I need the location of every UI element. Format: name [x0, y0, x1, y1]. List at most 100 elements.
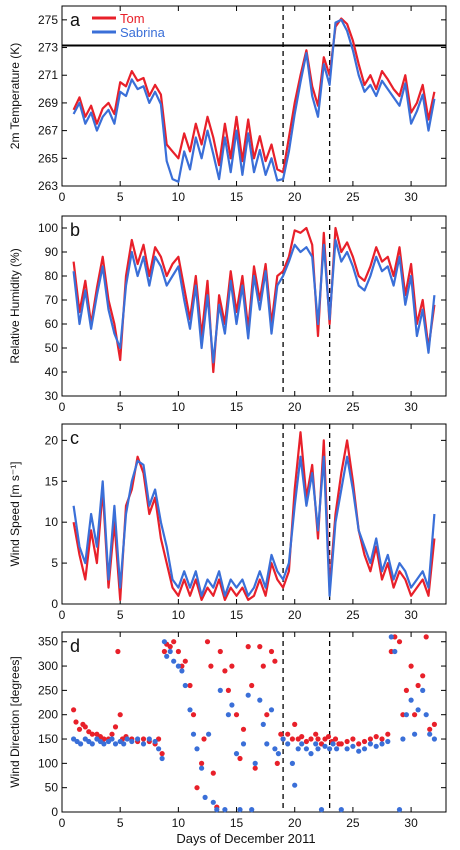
- x-tick-label: 20: [288, 816, 302, 830]
- y-tick-label: 5: [51, 556, 58, 570]
- scatter-point-sabrina: [121, 741, 127, 747]
- scatter-point-sabrina: [373, 743, 379, 749]
- scatter-point-tom: [423, 634, 429, 640]
- scatter-point-sabrina: [292, 782, 298, 788]
- scatter-point-sabrina: [78, 741, 84, 747]
- scatter-point-sabrina: [295, 746, 301, 752]
- panel-letter: b: [70, 220, 80, 240]
- y-tick-label: 80: [45, 269, 59, 283]
- x-tick-label: 10: [172, 816, 186, 830]
- scatter-point-sabrina: [124, 736, 130, 742]
- scatter-point-tom: [82, 724, 88, 730]
- x-tick-label: 5: [117, 608, 124, 622]
- scatter-point-tom: [285, 731, 291, 737]
- x-tick-label: 25: [346, 400, 360, 414]
- scatter-point-tom: [140, 736, 147, 742]
- x-tick-label: 15: [230, 190, 244, 204]
- scatter-point-tom: [268, 648, 275, 655]
- scatter-point-sabrina: [233, 751, 240, 757]
- scatter-point-sabrina: [109, 736, 115, 742]
- scatter-point-tom: [257, 644, 263, 650]
- scatter-point-sabrina: [190, 731, 197, 737]
- series-line-sabrina: [72, 455, 436, 597]
- scatter-point-tom: [264, 712, 270, 718]
- y-tick-label: 271: [38, 68, 58, 82]
- scatter-point-sabrina: [403, 712, 409, 718]
- x-tick-label: 30: [404, 816, 418, 830]
- scatter-point-tom: [167, 644, 173, 650]
- scatter-point-sabrina: [199, 765, 205, 771]
- y-tick-label: 30: [45, 389, 59, 403]
- panel-b: 0 5 10 15 20 25 30 30 40 50 60 70 80 90 100 Relative Hu…: [8, 215, 447, 414]
- scatter-point-sabrina: [214, 807, 220, 813]
- scatter-point-sabrina: [385, 738, 391, 745]
- scatter-point-tom: [412, 712, 418, 718]
- scatter-point-sabrina: [187, 707, 193, 713]
- scatter-point-sabrina: [206, 731, 212, 737]
- x-tick-label: 20: [288, 400, 302, 414]
- y-tick-label: 70: [45, 293, 59, 307]
- plot-frame: [61, 423, 447, 605]
- scatter-point-tom: [76, 726, 83, 732]
- y-tick-label: 265: [38, 151, 58, 165]
- scatter-point-tom: [303, 738, 309, 745]
- scatter-point-tom: [89, 731, 95, 737]
- scatter-point-tom: [313, 731, 319, 737]
- scatter-point-tom: [367, 736, 373, 742]
- scatter-point-sabrina: [179, 668, 185, 674]
- scatter-point-sabrina: [367, 741, 373, 747]
- x-tick-label: 0: [59, 608, 66, 622]
- x-tick-label: 0: [59, 816, 66, 830]
- scatter-point-sabrina: [237, 807, 243, 813]
- x-tick-label: 10: [172, 608, 186, 622]
- series-line-sabrina: [72, 238, 436, 364]
- scatter-point-tom: [373, 734, 379, 740]
- plot-frame: [61, 631, 447, 813]
- scatter-point-sabrina: [334, 746, 340, 752]
- scatter-point-sabrina: [222, 807, 228, 813]
- scatter-point-sabrina: [249, 807, 255, 813]
- y-tick-label: 40: [45, 365, 59, 379]
- scatter-point-tom: [201, 736, 207, 742]
- scatter-point-tom: [159, 751, 165, 757]
- scatter-point-sabrina: [171, 658, 177, 664]
- scatter-point-sabrina: [299, 741, 305, 747]
- x-tick-label: 30: [404, 190, 418, 204]
- scatter-point-sabrina: [225, 712, 231, 718]
- scatter-point-sabrina: [217, 687, 223, 694]
- scatter-point-tom: [325, 734, 332, 740]
- legend-label-sabrina: Sabrina: [120, 25, 166, 40]
- scatter-point-sabrina: [152, 738, 158, 745]
- scatter-point-tom: [175, 648, 181, 655]
- scatter-point-sabrina: [289, 760, 295, 767]
- scatter-point-tom: [332, 736, 339, 742]
- scatter-point-sabrina: [260, 721, 266, 728]
- scatter-point-tom: [229, 663, 235, 669]
- panel-c: 0 5 10 15 20 25 30 0 5 10 15 20 Wind Speed [m s⁻¹] c: [8, 423, 447, 622]
- scatter-point-sabrina: [164, 653, 170, 659]
- y-tick-label: 269: [38, 96, 58, 110]
- y-tick-label: 275: [38, 13, 58, 27]
- scatter-point-sabrina: [275, 751, 281, 757]
- scatter-point-tom: [278, 731, 284, 737]
- scatter-point-sabrina: [89, 741, 95, 747]
- scatter-point-sabrina: [423, 712, 429, 718]
- scatter-point-sabrina: [313, 741, 319, 747]
- scatter-point-sabrina: [252, 760, 258, 767]
- y-tick-label: 50: [45, 781, 59, 795]
- scatter-point-tom: [396, 639, 403, 645]
- series-line-sabrina: [72, 18, 436, 183]
- scatter-point-tom: [222, 668, 228, 674]
- y-tick-label: 200: [38, 708, 58, 722]
- scatter-point-tom: [187, 682, 193, 689]
- y-tick-label: 100: [38, 221, 58, 235]
- x-tick-label: 0: [59, 400, 66, 414]
- scatter-point-tom: [73, 719, 79, 725]
- scatter-point-tom: [199, 760, 205, 767]
- scatter-point-sabrina: [303, 746, 309, 752]
- x-tick-label: 25: [346, 816, 360, 830]
- panel-a: 0 5 10 15 20 25 30 263 265 267 269 271 273 275 2m Temp…: [8, 5, 447, 204]
- scatter-point-sabrina: [322, 743, 328, 749]
- x-tick-label: 30: [404, 400, 418, 414]
- scatter-point-sabrina: [415, 707, 421, 713]
